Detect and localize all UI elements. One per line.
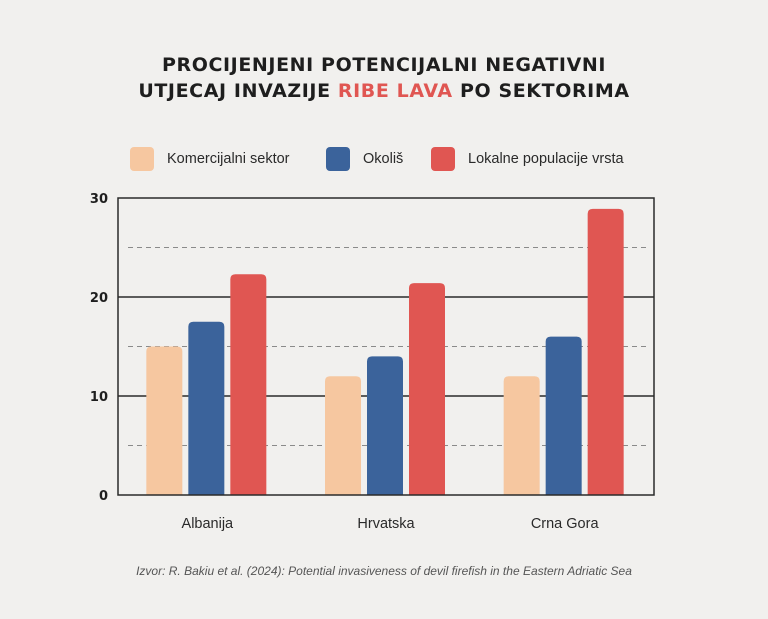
bar-komercijalni-sektor-crna-gora (503, 376, 540, 495)
legend: Komercijalni sektor Okoliš Lokalne popul… (0, 146, 768, 172)
x-tick-label: Hrvatska (357, 516, 415, 532)
bar-lokalne-populacije-vrsta-crna-gora (587, 208, 624, 495)
legend-swatch-lokalne (431, 147, 455, 171)
title-highlight: RIBE LAVA (337, 80, 453, 102)
y-tick-label: 20 (90, 291, 108, 306)
legend-label-lokalne: Lokalne populacije vrsta (468, 151, 624, 167)
legend-swatch-komercijalni (130, 147, 154, 171)
bar-okoli--crna-gora (545, 336, 582, 495)
title-line-2-post: PO SEKTORIMA (452, 80, 630, 102)
bar-lokalne-populacije-vrsta-hrvatska (409, 283, 445, 495)
source-note: Izvor: R. Bakiu et al. (2024): Potential… (136, 564, 632, 578)
x-tick-label: Crna Gora (531, 516, 600, 532)
bar-lokalne-populacije-vrsta-albanija (230, 274, 267, 495)
title-line-1: PROCIJENJENI POTENCIJALNI NEGATIVNI (161, 54, 607, 76)
title-line-2-pre: UTJECAJ INVAZIJE (138, 80, 338, 102)
legend-item-komercijalni: Komercijalni sektor (130, 146, 290, 172)
title-line-2: UTJECAJ INVAZIJE RIBE LAVA PO SEKTORIMA (0, 78, 768, 104)
chart-title: PROCIJENJENI POTENCIJALNI NEGATIVNI UTJE… (0, 52, 768, 104)
legend-item-lokalne: Lokalne populacije vrsta (431, 146, 624, 172)
bar-komercijalni-sektor-albanija (146, 346, 183, 495)
legend-swatch-okolis (326, 147, 350, 171)
bar-komercijalni-sektor-hrvatska (325, 376, 361, 495)
y-tick-label: 0 (99, 489, 108, 504)
legend-item-okolis: Okoliš (326, 146, 403, 172)
legend-label-komercijalni: Komercijalni sektor (167, 151, 290, 167)
plot-frame (117, 197, 655, 496)
y-tick-label: 10 (90, 390, 108, 405)
legend-label-okolis: Okoliš (363, 151, 404, 167)
x-tick-label: Albanija (182, 516, 235, 532)
bar-okoli--hrvatska (367, 356, 403, 495)
bar-okoli--albanija (188, 321, 225, 495)
y-tick-label: 30 (90, 192, 108, 207)
